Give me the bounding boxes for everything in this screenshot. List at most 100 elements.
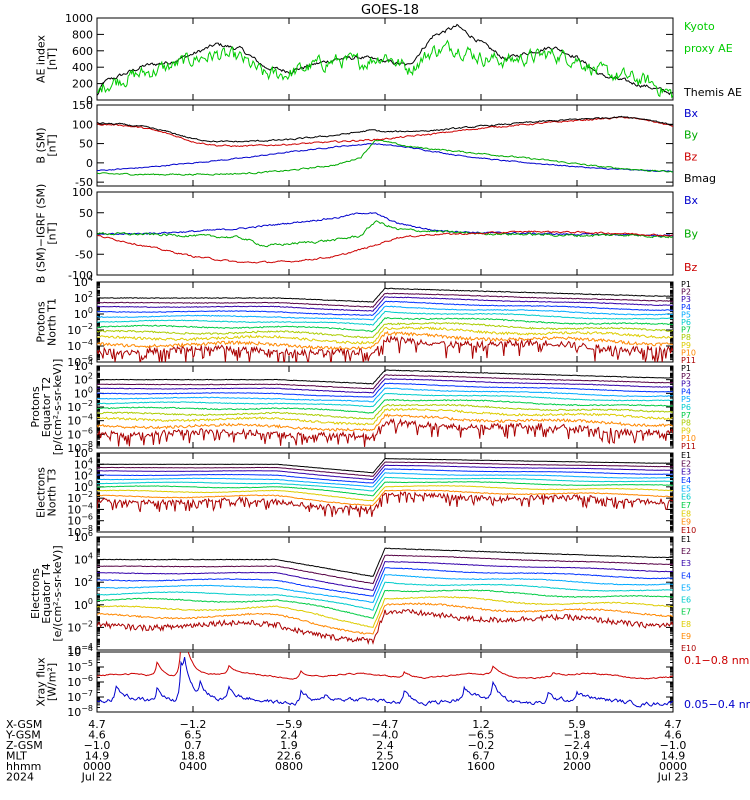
ephemeris-value: −0.2 — [468, 739, 495, 752]
y-tick-label: 50 — [79, 207, 93, 220]
ephemeris-value: 0000 — [83, 760, 111, 773]
series-line-bx — [97, 212, 673, 237]
ephemeris-value: 4.6 — [664, 729, 682, 742]
ephemeris-value: 0000 — [659, 760, 687, 773]
y-axis-label: B (SM)−IGRF (SM) — [35, 184, 48, 284]
channel-line-p11 — [97, 418, 673, 447]
legend-entry: E2 — [681, 547, 691, 556]
y-tick-label: 104 — [74, 552, 93, 567]
channel-line-e10 — [97, 491, 673, 518]
ephemeris-value: 4.7 — [664, 718, 682, 731]
y-axis-label: North T3 — [46, 469, 59, 517]
ephemeris-value: 4.6 — [88, 729, 106, 742]
data-layer — [97, 547, 673, 646]
channel-line-p5 — [97, 305, 673, 321]
y-axis-label: [W/m²] — [46, 663, 59, 701]
channel-line-e4 — [97, 567, 673, 597]
panel-en: 10−810−610−410−2100102104106ElectronsNor… — [35, 445, 697, 539]
legend-entry: Bmag — [684, 172, 716, 185]
ephemeris-value: −1.8 — [564, 729, 591, 742]
channel-line-e2 — [97, 461, 673, 477]
legend-entry: proxy AE — [684, 42, 733, 55]
legend-entry: P3 — [681, 380, 691, 389]
channel-line-e2 — [97, 554, 673, 585]
y-tick-label: -50 — [75, 248, 93, 261]
data-layer — [97, 652, 673, 708]
y-axis-label: [e/(cm²-s-sr-keV)] — [51, 545, 64, 641]
ephemeris-value: −1.0 — [84, 739, 111, 752]
ephemeris-value: 10.9 — [565, 750, 590, 763]
channel-line-p6 — [97, 310, 673, 326]
panel-ae: 0 200 400 600 800 1000 AE index[nT] Kyoto proxy … — [35, 12, 742, 107]
y-tick-label: 800 — [72, 28, 93, 41]
legend-entry: Bx — [684, 194, 699, 207]
ephemeris-value: 22.6 — [277, 750, 302, 763]
channel-line-e8 — [97, 596, 673, 628]
y-tick-label: 1000 — [65, 12, 93, 25]
legend-entry: E9 — [681, 632, 691, 641]
legend-entry: E5 — [681, 583, 691, 592]
y-tick-label: 104 — [74, 274, 93, 289]
legend-entry: P7 — [681, 411, 691, 420]
y-tick-label: 10−8 — [67, 704, 93, 719]
ephemeris-value: Jul 22 — [81, 771, 113, 784]
legend-entry: P11 — [681, 356, 696, 365]
legend-entry: E10 — [681, 526, 696, 535]
data-layer — [97, 457, 673, 518]
legend-entry: P2 — [681, 372, 691, 381]
y-axis-label: [nT] — [46, 48, 59, 70]
series-line-themis-ae — [97, 23, 673, 96]
legend-entry: E3 — [681, 559, 691, 568]
legend-entry: Bz — [684, 261, 698, 274]
channel-line-p9 — [97, 407, 673, 426]
series-line-0-05-0-4-nm — [97, 656, 673, 708]
data-layer — [97, 115, 673, 176]
y-axis-label: [nT] — [46, 134, 59, 156]
legend-entry: E4 — [681, 476, 691, 485]
panel-frame — [96, 17, 674, 101]
y-tick-label: -50 — [75, 176, 93, 189]
legend-entry: P5 — [681, 310, 691, 319]
legend-entry: Bx — [684, 107, 699, 120]
y-tick-label: 0 — [86, 157, 93, 170]
channel-line-p3 — [97, 378, 673, 394]
legend-entry: Kyoto — [684, 20, 715, 33]
series-line-bmag — [97, 115, 673, 143]
panel-frame — [96, 365, 674, 449]
channel-line-e3 — [97, 560, 673, 591]
legend-entry: E4 — [681, 571, 691, 580]
y-axis-label: North T1 — [46, 298, 59, 346]
channel-line-p4 — [97, 300, 673, 317]
y-axis-label: AE index — [35, 34, 48, 83]
channel-line-e9 — [97, 602, 673, 635]
y-tick-label: 10−7 — [67, 689, 93, 704]
channel-line-p9 — [97, 326, 673, 345]
channel-line-p10 — [97, 413, 673, 432]
legend-entry: P5 — [681, 395, 691, 404]
y-tick-label: 10−4 — [67, 338, 93, 353]
y-tick-label: 102 — [74, 290, 93, 305]
y-tick-label: 10−4 — [67, 644, 93, 659]
y-axis-label: B (SM) — [35, 127, 48, 163]
series-line-0-1-0-8-nm — [97, 652, 673, 680]
y-axis-label: Equator T4 — [40, 563, 53, 623]
legend-entry: 0.1−0.8 nm — [684, 654, 749, 667]
y-tick-label: 10−6 — [67, 674, 93, 689]
channel-line-p4 — [97, 382, 673, 398]
legend-entry: P10 — [681, 434, 696, 443]
channel-line-p8 — [97, 403, 673, 420]
y-tick-label: 102 — [74, 574, 93, 589]
data-layer — [97, 287, 673, 362]
legend-entry: P2 — [681, 288, 691, 297]
legend-entry: Themis AE — [683, 86, 742, 99]
series-line-bx — [97, 143, 673, 173]
channel-line-p7 — [97, 317, 673, 333]
y-axis-label: Electrons — [35, 467, 48, 518]
data-layer — [97, 369, 673, 447]
series-line-kyoto-proxy-ae — [97, 39, 673, 99]
ephemeris-value: 14.9 — [85, 750, 110, 763]
ephemeris-value: 5.9 — [568, 718, 586, 731]
channel-line-p1 — [97, 287, 673, 303]
y-axis-label: [p/(cm²-s-sr-keV)] — [51, 359, 64, 456]
